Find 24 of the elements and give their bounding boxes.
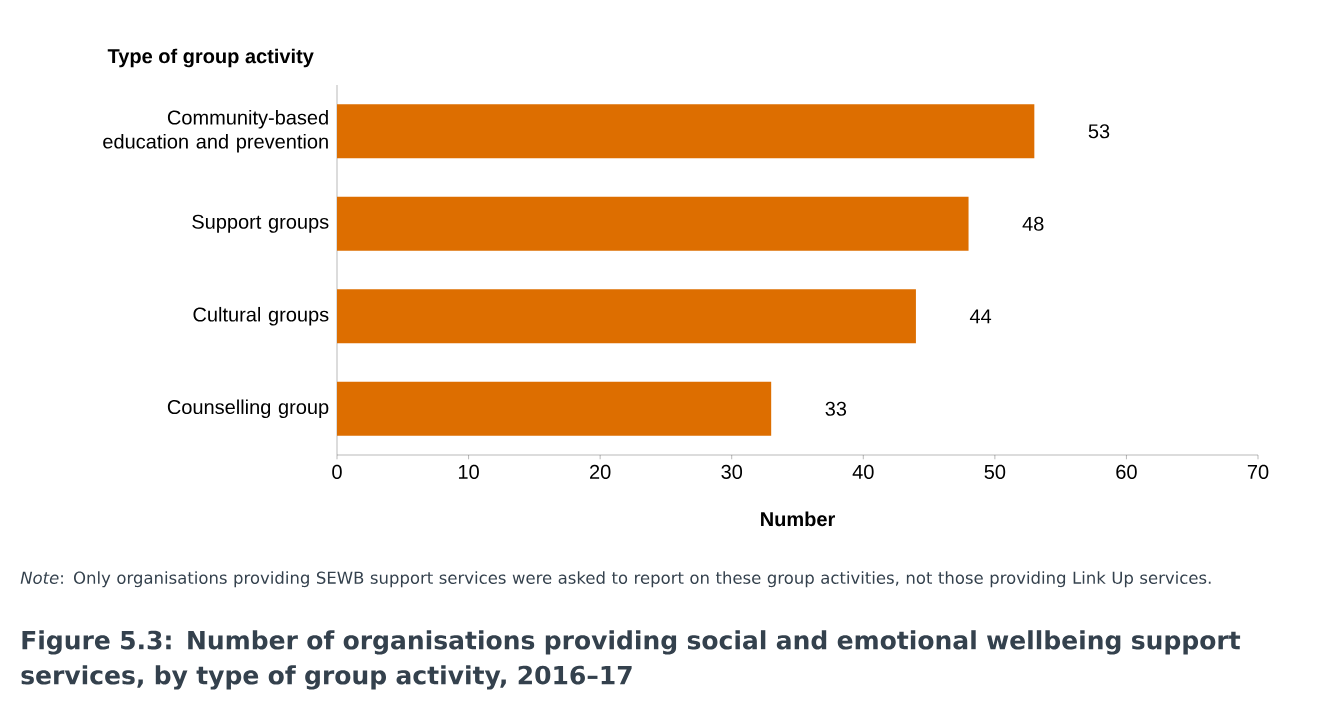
text: Note: Only organisations providing SEWB support services were asked to report on these group activities, not those providing Link Up services.	[20, 571, 1211, 588]
x-tick-label: 40	[852, 464, 874, 479]
y-tick-label: Counselling group	[167, 399, 329, 419]
data-label: 33	[825, 401, 847, 416]
y-tick-label: Community-based education and prevention	[103, 109, 328, 153]
x-tick-label: 50	[984, 464, 1006, 479]
y-axis-title: Type of group activity	[107, 48, 314, 68]
bar	[337, 196, 969, 251]
x-axis-title: Number	[761, 511, 835, 527]
data-label: 44	[969, 309, 992, 324]
x-tick-label: 30	[721, 464, 743, 479]
data-label: 53	[1088, 124, 1110, 139]
data-label: 48	[1022, 216, 1044, 231]
x-tick-label: 0	[332, 464, 342, 479]
bar	[337, 381, 772, 436]
text: Figure 5.3: Number of organisations providing social and emotional wellbeing support services, by type of group activity, 2016–17	[21, 630, 1241, 690]
x-tick-label: 60	[1116, 464, 1137, 479]
y-tick-label: Cultural groups	[193, 306, 329, 326]
x-tick-label: 70	[1247, 464, 1269, 479]
y-tick-label: Support groups	[192, 214, 329, 233]
x-tick-label: 10	[458, 464, 479, 479]
x-tick-label: 20	[590, 464, 611, 479]
bar	[337, 104, 1035, 159]
bar	[337, 289, 916, 344]
